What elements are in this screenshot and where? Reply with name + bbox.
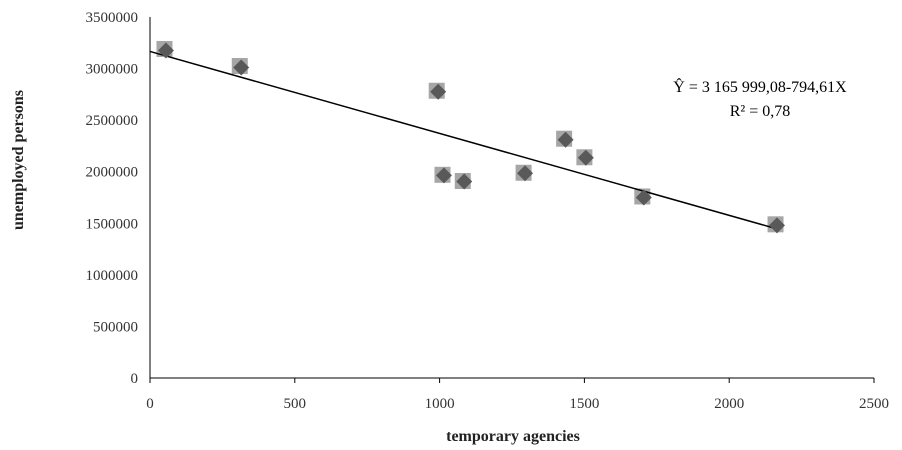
y-tick-label: 3500000 bbox=[86, 10, 139, 26]
x-tick-label: 2500 bbox=[859, 396, 889, 412]
data-point-fitted bbox=[435, 167, 452, 184]
y-tick-label: 1500000 bbox=[86, 216, 139, 232]
data-point-fitted bbox=[430, 83, 447, 100]
x-tick-label: 0 bbox=[146, 396, 154, 412]
data-point-fitted bbox=[768, 217, 785, 234]
data-point-fitted bbox=[557, 131, 574, 148]
x-tick-labels: 0 500 1000 1500 2000 2500 bbox=[146, 396, 889, 412]
series-fitted-markers bbox=[157, 42, 785, 234]
x-tick-label: 1000 bbox=[425, 396, 455, 412]
r-squared-annotation: R² = 0,78 bbox=[730, 103, 791, 120]
y-tick-label: 500000 bbox=[93, 319, 138, 335]
x-tick-label: 500 bbox=[284, 396, 307, 412]
data-point-fitted bbox=[456, 173, 473, 190]
y-tick-label: 3000000 bbox=[86, 62, 139, 78]
trendline bbox=[149, 50, 776, 230]
y-tick-label: 1000000 bbox=[86, 268, 139, 284]
x-tick-label: 2000 bbox=[714, 396, 744, 412]
data-point-fitted bbox=[233, 59, 250, 76]
y-tick-labels: 0 500000 1000000 1500000 2000000 2500000 30000… bbox=[86, 10, 139, 387]
y-tick-label: 2500000 bbox=[86, 113, 139, 129]
data-point-fitted bbox=[577, 149, 594, 166]
y-tick-label: 0 bbox=[131, 371, 139, 387]
data-point-fitted bbox=[157, 42, 174, 59]
x-tick-label: 1500 bbox=[569, 396, 599, 412]
equation-annotation: Ŷ = 3 165 999,08-794,61X bbox=[673, 77, 847, 96]
data-point-fitted bbox=[517, 165, 534, 182]
x-tick-marks bbox=[149, 378, 875, 383]
y-axis-title: unemployed persons bbox=[10, 90, 27, 230]
data-point-fitted bbox=[635, 189, 652, 206]
x-axis-title: temporary agencies bbox=[446, 428, 580, 445]
y-tick-label: 2000000 bbox=[86, 165, 139, 181]
